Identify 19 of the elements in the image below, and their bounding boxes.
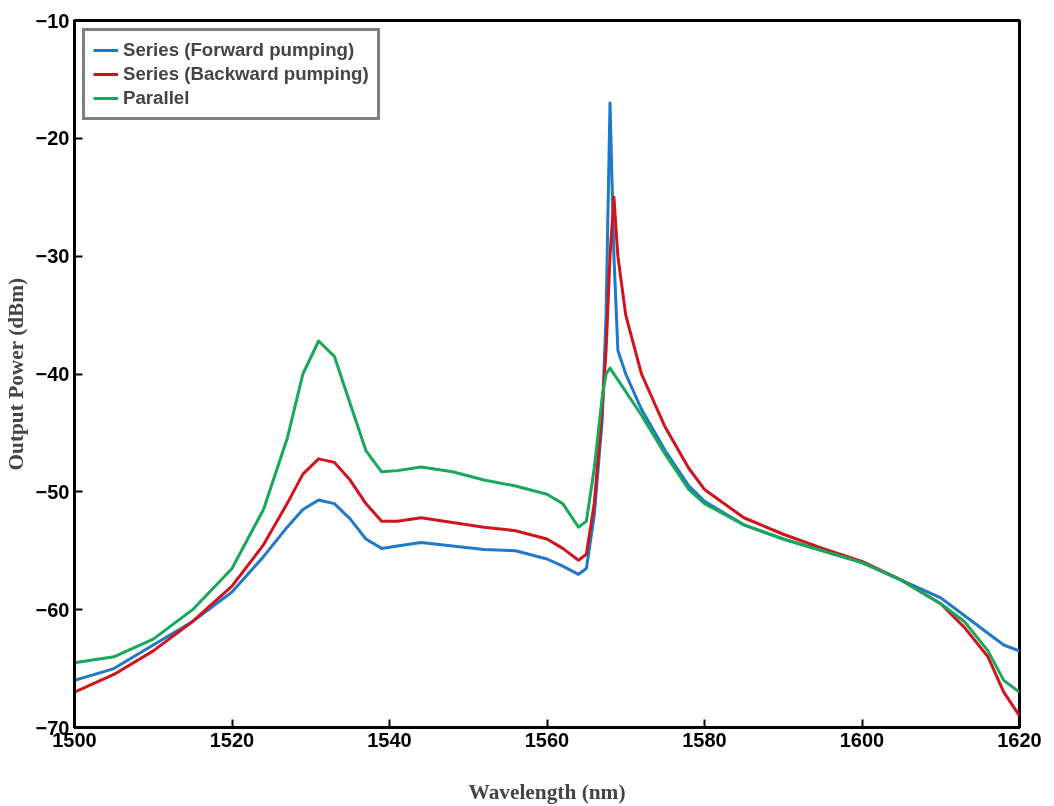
x-tick-label: 1520 [209,728,255,751]
legend-label: Series (Forward pumping) [123,39,355,61]
legend-label: Series (Backward pumping) [123,63,369,85]
y-tick-label: −30 [35,245,70,268]
line-series [74,195,1020,718]
y-tick-label: −50 [35,480,70,503]
legend-label: Parallel [123,87,190,109]
x-axis-title: Wavelength (nm) [468,779,626,804]
x-tick-label: 1600 [839,728,885,751]
line-series [74,339,1020,694]
x-tick-label: 1620 [997,728,1042,751]
x-tick-label: 1560 [524,728,570,751]
x-tick-label: 1540 [367,728,412,751]
y-axis-title: Output Power (dBm) [3,277,28,471]
y-tick-label: −40 [35,363,70,385]
x-tick-label: 1580 [682,728,727,751]
y-tick-label: −10 [35,9,70,32]
y-tick-label: −20 [35,127,70,150]
y-tick-label: −60 [35,598,70,621]
